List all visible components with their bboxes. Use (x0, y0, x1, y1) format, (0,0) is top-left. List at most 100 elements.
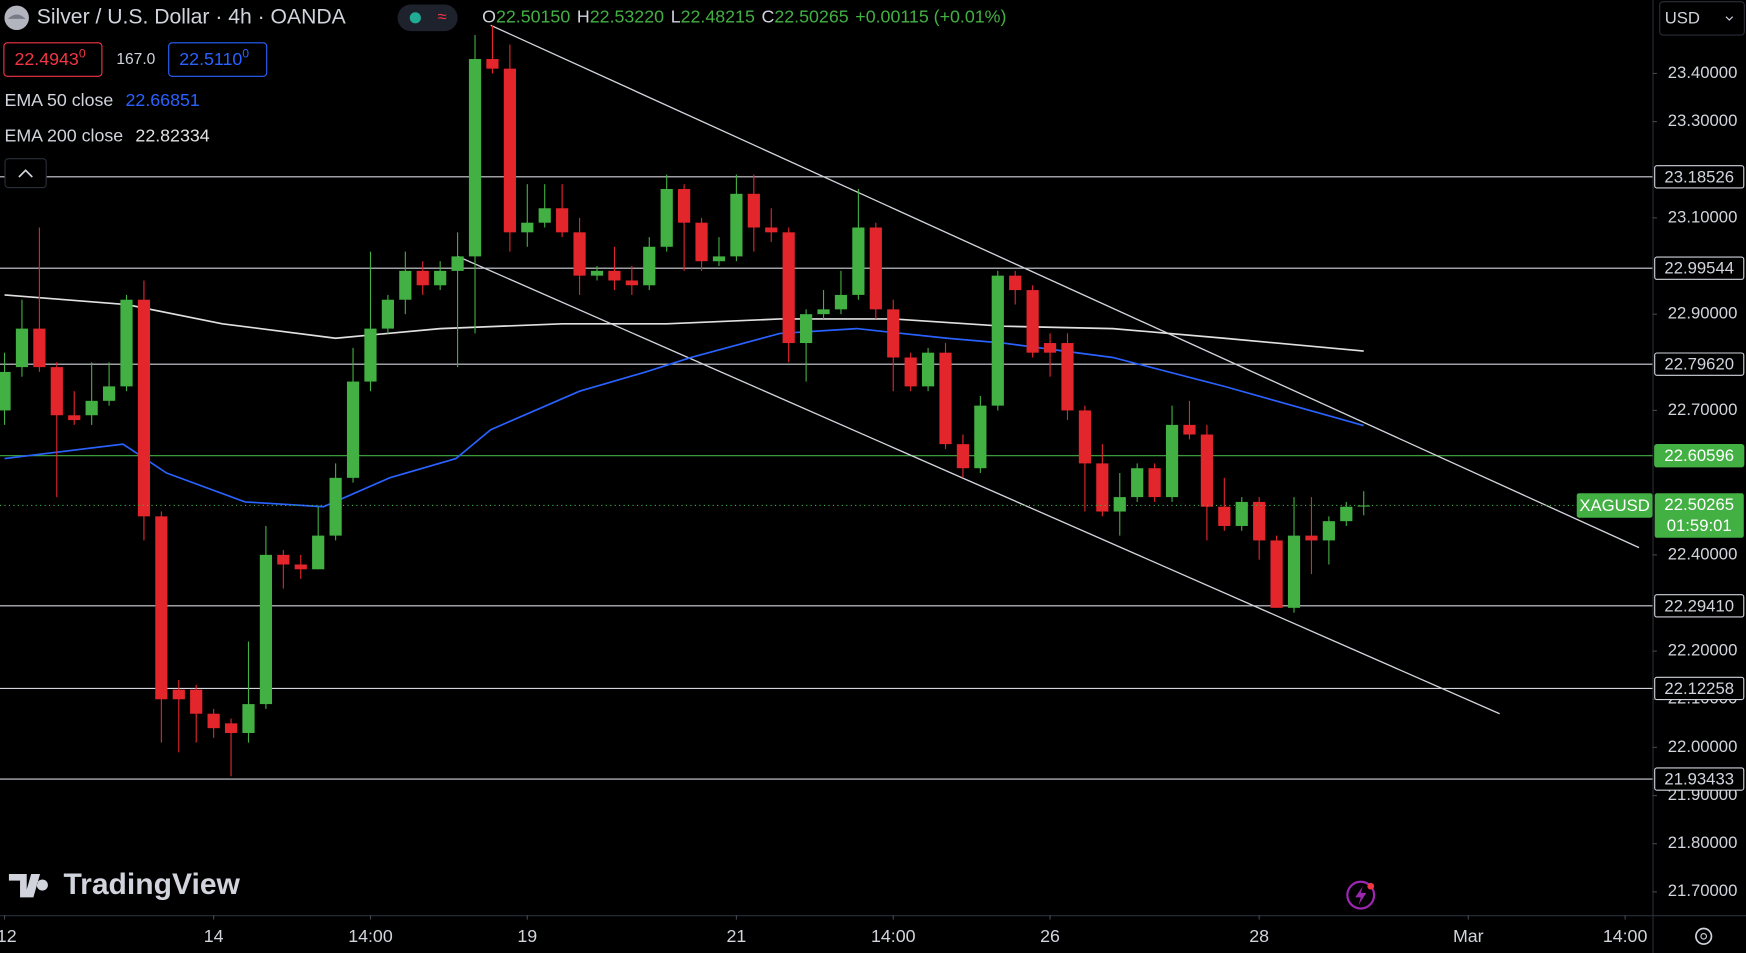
candle-body (1165, 424, 1179, 498)
candle-body (625, 280, 638, 286)
candle-body (0, 371, 11, 411)
candle-body (939, 352, 952, 445)
candle-body (1322, 521, 1335, 541)
y-tick-label: 22.70000 (1668, 400, 1738, 419)
status-pill[interactable] (397, 4, 458, 32)
candle-body (503, 68, 516, 233)
level-label: 22.99544 (1664, 259, 1734, 278)
ohlc-key: O (482, 7, 496, 27)
candle-body (852, 227, 865, 295)
settings-icon[interactable] (1695, 927, 1713, 945)
level-label-box (1654, 444, 1745, 468)
candle-body (1148, 468, 1161, 498)
candle-body (1253, 501, 1266, 541)
candle-body (312, 535, 325, 570)
candle-body (1043, 343, 1057, 353)
candle-body (68, 415, 81, 421)
candle-body (1113, 497, 1126, 512)
candle-body (172, 689, 185, 700)
candle-body (1357, 505, 1370, 507)
candle-body (381, 299, 394, 329)
candle-body (573, 232, 586, 276)
candle-body (904, 357, 917, 387)
candle-body (1009, 275, 1022, 291)
candle-body (991, 275, 1004, 406)
settings-icon-core (1700, 932, 1708, 940)
candle-body (678, 188, 691, 223)
level-label: 22.79620 (1664, 355, 1734, 374)
y-tick-label: 23.10000 (1668, 207, 1738, 226)
y-tick-label: 23.40000 (1668, 63, 1738, 82)
ohlc-value: 22.50150 (496, 7, 570, 27)
candle-body (765, 227, 778, 233)
candle-body (1096, 463, 1109, 512)
price-axis: 23.40000 23.30000 23.10000 22.90000 22.70000… (1652, 63, 1745, 900)
x-tick-label: 28 (1249, 926, 1269, 946)
candle-body (294, 564, 307, 570)
ohlc-key: L (671, 7, 681, 27)
alert-icon[interactable] (1346, 880, 1376, 910)
candle-body (137, 299, 151, 517)
ask-value: 22.5110 (179, 49, 242, 69)
candle-body (451, 256, 464, 271)
candle-body (921, 352, 935, 387)
ema-line (4, 294, 1364, 352)
ohlc-header: O 22.50150 H 22.53220 L 22.48215 C 22.50265 +0.0… (482, 7, 1006, 27)
symbol-tag: XAGUSD (1579, 496, 1649, 515)
candle-body (1131, 468, 1144, 498)
candle-body (15, 328, 29, 368)
x-tick-label: 14:00 (348, 926, 393, 946)
ask-box[interactable] (168, 42, 268, 77)
legend-value: 22.66851 (126, 90, 200, 110)
candle-body (834, 294, 848, 310)
candle-body (887, 309, 900, 358)
ema-line (4, 327, 1364, 508)
candle-body (695, 222, 708, 262)
chart-title[interactable]: Silver / U.S. Dollar · 4h · OANDA (37, 5, 347, 28)
level-label-box (1654, 352, 1745, 376)
bid-sup: 0 (79, 47, 86, 61)
candle-body (50, 367, 63, 416)
trend-line (457, 255, 1500, 715)
candle-body (416, 270, 429, 286)
candle-body (1305, 535, 1318, 541)
x-tick-label: 26 (1040, 926, 1060, 946)
x-tick-label: 12 (0, 926, 17, 946)
candle-body (364, 328, 377, 382)
collapse-button[interactable] (4, 158, 47, 189)
candle-body (242, 704, 255, 733)
candle-body (85, 400, 98, 416)
candle-body (155, 516, 168, 700)
candle-body (1200, 434, 1213, 507)
candle-body (434, 270, 447, 286)
plot-area: XAGUSD (0, 24, 1653, 780)
candle-body (1026, 290, 1039, 353)
candle-body (120, 299, 133, 387)
watermark: TradingView (63, 868, 240, 901)
x-tick-label: Mar (1453, 926, 1484, 946)
candle-body (468, 59, 482, 257)
candle-body (102, 386, 116, 401)
candle-body (207, 713, 220, 729)
currency-button[interactable] (1659, 1, 1745, 36)
currency-caret (1725, 16, 1734, 21)
candle-body (259, 554, 273, 705)
price-label-box (1654, 493, 1744, 538)
x-tick-label: 21 (727, 926, 747, 946)
candle-body (730, 193, 743, 257)
candle-body (643, 246, 656, 286)
level-label: 23.18526 (1664, 167, 1734, 186)
ohlc-value: 22.50265 (774, 7, 848, 27)
price-label: 22.50265 (1664, 495, 1734, 514)
candle-body (399, 270, 412, 300)
legend-name: EMA 200 close (4, 126, 123, 146)
y-tick-label: 21.80000 (1668, 833, 1738, 852)
bid-box[interactable] (3, 42, 103, 77)
candle-body (190, 689, 203, 714)
candle-body (782, 232, 795, 344)
candle-body (33, 328, 46, 368)
market-status (409, 12, 421, 24)
level-label-box (1654, 256, 1745, 280)
